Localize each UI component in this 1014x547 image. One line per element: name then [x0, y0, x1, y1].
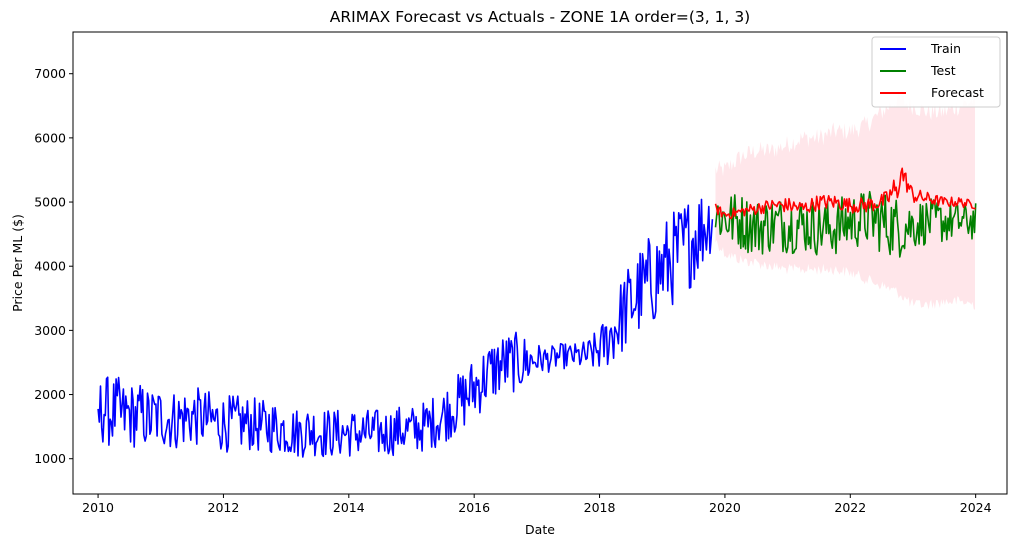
x-tick: 2010	[82, 494, 114, 515]
y-tick-label: 4000	[34, 259, 66, 274]
y-tick-label: 7000	[34, 66, 66, 81]
y-tick-label: 5000	[34, 195, 66, 210]
series-line-train	[97, 198, 714, 458]
y-axis-ticks: 1000 2000 3000 4000 5000 6000 7000	[34, 66, 73, 466]
x-tick-label: 2020	[709, 500, 741, 515]
x-tick-label: 2012	[208, 500, 240, 515]
x-axis-ticks: 2010 2012 2014 2016 2018 2020 2022 2024	[82, 494, 992, 515]
x-tick-label: 2010	[82, 500, 114, 515]
x-tick: 2016	[458, 494, 490, 515]
y-tick: 6000	[34, 130, 73, 145]
series-line-forecast	[714, 167, 976, 220]
series-line-test	[714, 190, 977, 258]
series-lines	[97, 167, 977, 458]
x-axis-label: Date	[525, 522, 555, 537]
legend-label-test: Test	[930, 63, 956, 78]
legend-box	[871, 36, 1001, 108]
x-tick-label: 2024	[960, 500, 992, 515]
chart-title: ARIMAX Forecast vs Actuals - ZONE 1A ord…	[330, 8, 750, 26]
y-tick-label: 6000	[34, 130, 66, 145]
plot-frame	[72, 31, 1008, 495]
x-tick-label: 2022	[834, 500, 866, 515]
x-tick: 2022	[834, 494, 866, 515]
legend-label-forecast: Forecast	[931, 85, 984, 100]
x-tick-label: 2014	[333, 500, 365, 515]
y-tick-label: 1000	[34, 451, 66, 466]
y-tick: 2000	[34, 387, 73, 402]
y-tick: 3000	[34, 323, 73, 338]
x-tick: 2018	[584, 494, 616, 515]
x-tick-label: 2016	[458, 500, 490, 515]
y-tick: 1000	[34, 451, 73, 466]
x-tick: 2014	[333, 494, 365, 515]
x-tick: 2020	[709, 494, 741, 515]
y-tick: 5000	[34, 195, 73, 210]
legend: Train Test Forecast	[871, 36, 1001, 108]
y-axis-label: Price Per ML ($)	[10, 214, 25, 312]
y-tick-label: 2000	[34, 387, 66, 402]
x-tick-label: 2018	[584, 500, 616, 515]
y-tick: 4000	[34, 259, 73, 274]
legend-label-train: Train	[930, 41, 961, 56]
x-tick: 2024	[960, 494, 992, 515]
y-tick-label: 3000	[34, 323, 66, 338]
x-tick: 2012	[208, 494, 240, 515]
y-tick: 7000	[34, 66, 73, 81]
